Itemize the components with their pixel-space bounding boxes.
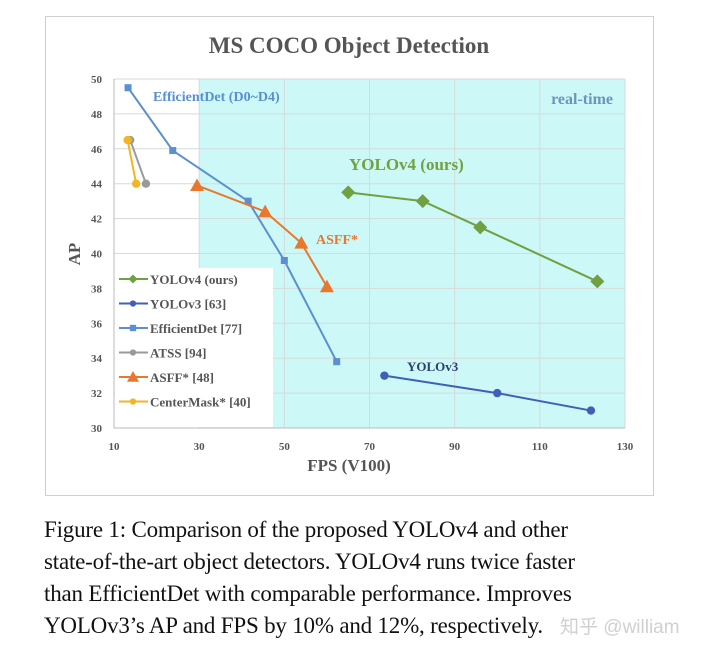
data-point bbox=[129, 300, 137, 307]
y-tick-label: 50 bbox=[91, 74, 103, 86]
data-point bbox=[294, 236, 309, 249]
figure-frame bbox=[45, 16, 654, 496]
data-point bbox=[128, 274, 138, 284]
y-tick-label: 40 bbox=[91, 249, 103, 261]
data-point bbox=[415, 194, 430, 209]
x-tick-label: 110 bbox=[532, 441, 548, 453]
figure-caption: Figure 1: Comparison of the proposed YOL… bbox=[44, 514, 664, 642]
y-tick-label: 30 bbox=[91, 423, 103, 435]
x-tick-label: 50 bbox=[279, 441, 291, 453]
data-point bbox=[141, 179, 151, 188]
real-time-label: real-time bbox=[551, 91, 613, 108]
data-point bbox=[244, 197, 252, 205]
x-tick-label: 130 bbox=[617, 441, 634, 453]
series-annotation: EfficientDet (D0~D4) bbox=[153, 90, 280, 105]
data-point bbox=[586, 406, 596, 415]
y-tick-label: 42 bbox=[91, 214, 103, 226]
series-annotation: YOLOv4 (ours) bbox=[349, 155, 464, 174]
series-line-centermask-40- bbox=[126, 139, 138, 184]
y-axis-label: AP bbox=[65, 243, 84, 266]
x-axis-label: FPS (V100) bbox=[307, 456, 391, 475]
data-point bbox=[129, 349, 137, 356]
x-tick-label: 70 bbox=[364, 441, 376, 453]
data-point bbox=[190, 178, 205, 192]
series-annotation: ASFF* bbox=[316, 233, 358, 248]
data-point bbox=[131, 179, 141, 188]
data-point bbox=[127, 371, 139, 382]
y-tick-label: 48 bbox=[91, 109, 103, 121]
legend-label: YOLOv3 [63] bbox=[150, 297, 226, 312]
x-tick-label: 30 bbox=[194, 441, 206, 453]
caption-line: state-of-the-art object detectors. YOLOv… bbox=[44, 549, 575, 574]
caption-line: YOLOv3’s AP and FPS by 10% and 12%, resp… bbox=[44, 613, 543, 638]
data-point bbox=[123, 135, 132, 145]
data-point bbox=[129, 398, 137, 405]
y-tick-label: 38 bbox=[91, 283, 103, 295]
data-point bbox=[169, 147, 177, 155]
legend-label: EfficientDet [77] bbox=[150, 321, 242, 336]
data-point bbox=[258, 204, 273, 218]
legend-label: ASFF* [48] bbox=[150, 370, 214, 385]
data-point bbox=[124, 84, 132, 92]
data-point bbox=[333, 358, 341, 366]
y-tick-label: 34 bbox=[91, 353, 103, 365]
legend-label: ATSS [94] bbox=[150, 346, 206, 361]
series-annotation: YOLOv3 bbox=[407, 359, 459, 374]
legend-label: CenterMask* [40] bbox=[150, 395, 251, 410]
chart: MS COCO Object Detection FPS (V100) AP 3… bbox=[65, 33, 634, 475]
legend-label: YOLOv4 (ours) bbox=[150, 272, 238, 287]
data-point bbox=[493, 388, 502, 398]
data-point bbox=[319, 279, 334, 293]
watermark: 知乎 @william bbox=[560, 617, 680, 638]
y-tick-label: 46 bbox=[91, 144, 103, 156]
caption-line: Figure 1: Comparison of the proposed YOL… bbox=[44, 517, 568, 542]
y-tick-label: 44 bbox=[91, 179, 103, 191]
data-point bbox=[473, 220, 488, 235]
data-point bbox=[590, 274, 605, 289]
data-point bbox=[341, 185, 356, 200]
series-line-atss-94- bbox=[129, 139, 147, 185]
y-tick-label: 36 bbox=[91, 318, 103, 330]
caption-line: than EfficientDet with comparable perfor… bbox=[44, 581, 572, 606]
x-tick-label: 90 bbox=[449, 441, 461, 453]
series-line-yolov4-ours- bbox=[348, 191, 598, 283]
data-point bbox=[380, 371, 389, 380]
chart-title: MS COCO Object Detection bbox=[209, 33, 490, 58]
series-line-asff-48- bbox=[196, 184, 328, 288]
y-tick-label: 32 bbox=[91, 388, 103, 400]
data-point bbox=[280, 256, 288, 264]
data-point bbox=[129, 324, 137, 332]
x-tick-label: 10 bbox=[109, 441, 121, 453]
